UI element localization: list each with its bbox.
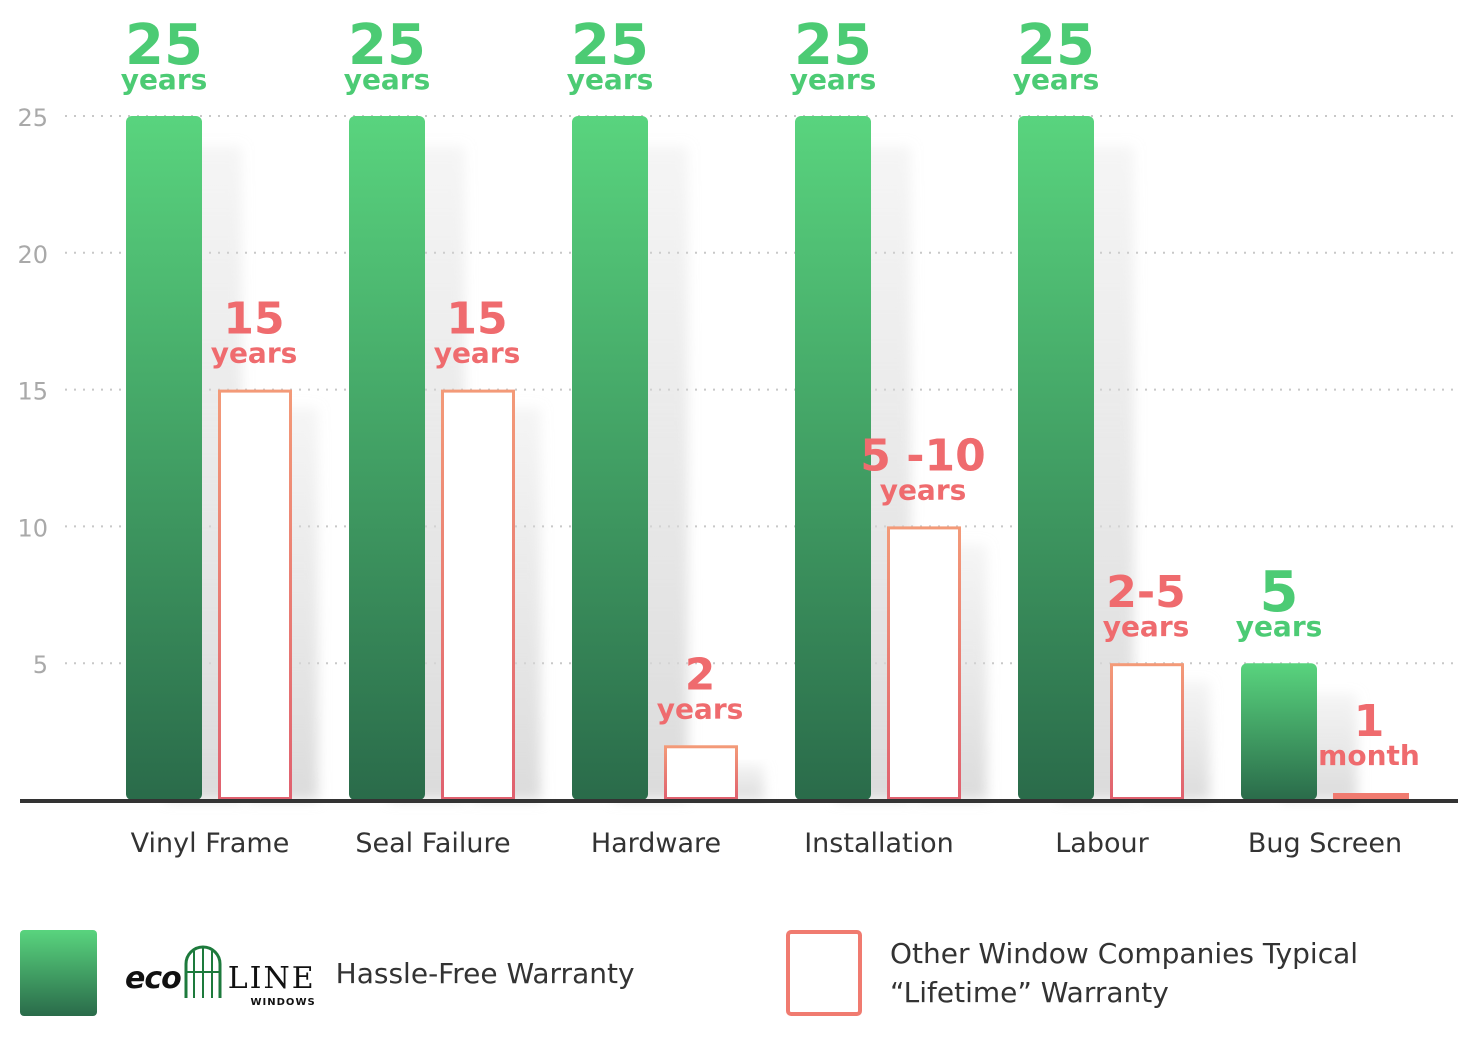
legend-label-green: Hassle-Free Warranty <box>335 956 635 990</box>
data-label-hassle-free-value: 25 <box>1017 13 1095 78</box>
data-label-hassle-free-unit: years <box>1013 63 1100 96</box>
data-label-hassle-free-unit: years <box>1236 610 1323 643</box>
bar-hassle-free <box>126 116 202 800</box>
logo-line-text: LINE <box>227 961 316 996</box>
data-label-hassle-free-value: 25 <box>125 13 203 78</box>
data-label-other-unit: years <box>657 692 744 725</box>
legend-swatch-green <box>20 930 97 1016</box>
legend-label-pink: Other Window Companies Typical “Lifetime… <box>890 934 1358 1012</box>
bars <box>126 116 1409 801</box>
data-label-other-value: 2-5 <box>1106 567 1186 618</box>
data-label-other-unit: years <box>880 473 967 506</box>
data-label-other-value: 1 <box>1354 696 1385 747</box>
data-label-other-unit: years <box>211 337 298 370</box>
legend-label-pink-line1: Other Window Companies Typical <box>890 937 1359 970</box>
data-label-hassle-free-unit: years <box>121 63 208 96</box>
y-tick-label: 20 <box>17 241 48 269</box>
data-labels: 25years15years25years15years25years2year… <box>121 13 1420 772</box>
bar-hassle-free <box>349 116 425 800</box>
data-label-hassle-free-unit: years <box>790 63 877 96</box>
data-label-hassle-free-value: 5 <box>1260 560 1299 625</box>
data-label-other-value: 2 <box>685 649 716 700</box>
logo-eco-text: eco <box>125 961 182 996</box>
bar-other-companies <box>1333 793 1409 799</box>
data-label-hassle-free-value: 25 <box>794 13 872 78</box>
bar-hassle-free <box>1018 116 1094 800</box>
data-label-hassle-free-value: 25 <box>571 13 649 78</box>
data-label-other-unit: years <box>434 337 521 370</box>
data-label-other-unit: years <box>1103 610 1190 643</box>
bar-hassle-free <box>795 116 871 800</box>
bar-other-companies <box>441 389 515 800</box>
x-tick-label: Hardware <box>591 828 721 859</box>
data-label-other-unit: month <box>1318 739 1420 772</box>
warranty-bar-chart: 25years15years25years15years25years2year… <box>17 13 1458 859</box>
bar-hassle-free <box>1241 663 1317 800</box>
legend-swatch-pink <box>786 930 862 1016</box>
y-tick-label: 25 <box>17 104 48 132</box>
data-label-hassle-free-unit: years <box>567 63 654 96</box>
data-label-hassle-free-unit: years <box>344 63 431 96</box>
y-tick-label: 10 <box>17 514 48 542</box>
legend-item-ecoline: eco LINE WINDOWS Hassle-Free Warranty <box>20 930 635 1016</box>
data-label-hassle-free-value: 25 <box>348 13 426 78</box>
bar-other-companies <box>887 526 961 801</box>
x-tick-label: Vinyl Frame <box>131 828 290 859</box>
bar-hassle-free <box>572 116 648 800</box>
bar-other-companies <box>1110 663 1184 801</box>
logo-windows-text: WINDOWS <box>250 997 316 1008</box>
data-label-other-value: 5 -10 <box>860 430 985 481</box>
x-tick-label: Seal Failure <box>355 828 510 859</box>
ecoline-logo: eco LINE WINDOWS <box>125 938 316 1008</box>
y-tick-label: 5 <box>33 651 48 679</box>
data-label-other-value: 15 <box>223 294 284 345</box>
bar-other-companies <box>664 745 738 801</box>
x-tick-label: Labour <box>1055 828 1149 859</box>
bar-other-companies <box>218 389 292 800</box>
data-label-other-value: 15 <box>446 294 507 345</box>
x-tick-label: Installation <box>804 828 954 859</box>
legend-item-others: Other Window Companies Typical “Lifetime… <box>786 930 1358 1016</box>
y-tick-label: 15 <box>17 378 48 406</box>
legend-label-pink-line2: “Lifetime” Warranty <box>890 976 1169 1009</box>
window-arch-icon <box>184 945 222 998</box>
x-tick-label: Bug Screen <box>1248 828 1402 859</box>
